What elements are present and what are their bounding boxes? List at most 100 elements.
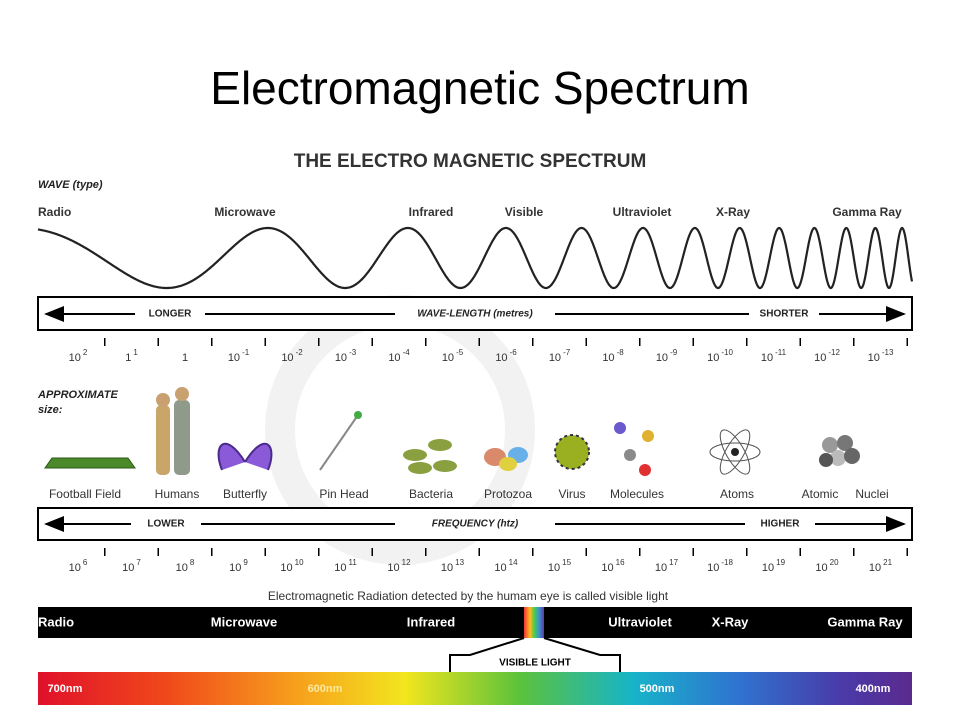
label-bg xyxy=(395,517,555,531)
size-item-label: Bacteria xyxy=(409,487,453,501)
color-band xyxy=(38,672,912,705)
wave-type-label: Microwave xyxy=(214,205,276,219)
visible-strip xyxy=(524,607,544,638)
bar-label: LONGER xyxy=(149,309,193,320)
tick-base: 10 xyxy=(869,562,881,574)
tick-exp: -18 xyxy=(721,558,733,567)
wave xyxy=(37,226,914,290)
tick-exp: 6 xyxy=(83,558,88,567)
tick-label: 10 -1 xyxy=(228,348,250,364)
tick-base: 10 xyxy=(442,352,454,364)
tick-base: 10 xyxy=(656,352,668,364)
nm-label: 400nm xyxy=(856,683,891,695)
tick-exp: -11 xyxy=(775,348,787,357)
tick-exp: -10 xyxy=(721,348,733,357)
tick-exp: 16 xyxy=(616,558,625,567)
tick-base: 10 xyxy=(707,562,719,574)
tick-exp: -2 xyxy=(296,348,304,357)
size-item-label: Atoms xyxy=(720,487,754,501)
tick-label: 10 -6 xyxy=(495,348,517,364)
tick-label: 10 12 xyxy=(387,558,411,574)
band-label: Microwave xyxy=(211,614,277,629)
tick-exp: 12 xyxy=(402,558,411,567)
tick-label: 10 16 xyxy=(601,558,625,574)
nm-label: 500nm xyxy=(640,683,675,695)
slide-title: Electromagnetic Spectrum xyxy=(210,62,749,114)
size-item-label: Humans xyxy=(155,487,200,501)
tick-base: 10 xyxy=(868,352,880,364)
bar-label: HIGHER xyxy=(761,519,801,530)
tick-base: 10 xyxy=(495,352,507,364)
tick-label: 10 19 xyxy=(762,558,786,574)
note: Electromagnetic Radiation detected by th… xyxy=(268,589,669,603)
size-item-label: Butterfly xyxy=(223,487,267,501)
tick-base: 10 xyxy=(335,352,347,364)
tick-label: 10 -5 xyxy=(442,348,464,364)
tick-label: 10 -4 xyxy=(388,348,410,364)
tick-base: 10 xyxy=(441,562,453,574)
tick-base: 10 xyxy=(69,562,81,574)
band-label: Infrared xyxy=(407,614,455,629)
tick-exp: 19 xyxy=(776,558,785,567)
wave-type-label: X-Ray xyxy=(716,205,750,219)
icons xyxy=(44,387,860,476)
tick-exp: -4 xyxy=(403,348,411,357)
wave-type-label: Ultraviolet xyxy=(613,205,672,219)
tick-exp: 13 xyxy=(455,558,464,567)
tick-label: 10 -9 xyxy=(656,348,678,364)
label-bg xyxy=(395,307,555,321)
wave-type-label: Infrared xyxy=(409,205,454,219)
wave-type-label: Visible xyxy=(505,205,544,219)
nm-label: 600nm xyxy=(308,683,343,695)
tick-label: 10 6 xyxy=(69,558,88,574)
tick-exp: -8 xyxy=(617,348,625,357)
tick-label: 10 7 xyxy=(122,558,141,574)
tick-label: 10 -10 xyxy=(707,348,733,364)
tick-exp: -1 xyxy=(242,348,250,357)
tick-base: 10 xyxy=(814,352,826,364)
tick-label: 10 21 xyxy=(869,558,893,574)
tick-label: 10 13 xyxy=(441,558,465,574)
tick-base: 10 xyxy=(815,562,827,574)
tick-base: 10 xyxy=(334,562,346,574)
tick-base: 1 xyxy=(125,352,131,364)
tick-exp: 21 xyxy=(883,558,892,567)
tick-base: 10 xyxy=(707,352,719,364)
band-label: Gamma Ray xyxy=(827,614,903,629)
bar-label: LOWER xyxy=(147,519,185,530)
tick-label: 10 -7 xyxy=(549,348,571,364)
tick-base: 10 xyxy=(655,562,667,574)
label-bg xyxy=(749,307,819,321)
tick-exp: 7 xyxy=(136,558,141,567)
tick-label: 10 -13 xyxy=(868,348,894,364)
tick-exp: -9 xyxy=(670,348,678,357)
tick-exp: -13 xyxy=(882,348,894,357)
size-label: APPROXIMATE xyxy=(37,389,119,401)
tick-exp: 8 xyxy=(190,558,195,567)
tick-base: 10 xyxy=(494,562,506,574)
tick-exp: -3 xyxy=(349,348,357,357)
size-item-label: Molecules xyxy=(610,487,664,501)
tick-base: 10 xyxy=(548,562,560,574)
tick-base: 10 xyxy=(228,352,240,364)
tick-base: 10 xyxy=(388,352,400,364)
tick-label: 10 8 xyxy=(176,558,195,574)
tick-base: 10 xyxy=(122,562,134,574)
size-item-label: Pin Head xyxy=(319,487,368,501)
tick-base: 10 xyxy=(761,352,773,364)
tick-base: 10 xyxy=(387,562,399,574)
tick-label: 10 14 xyxy=(494,558,518,574)
label-bg xyxy=(135,307,205,321)
tick-base: 10 xyxy=(549,352,561,364)
bar-label: FREQUENCY (htz) xyxy=(432,519,519,530)
tick-label: 10 -11 xyxy=(761,348,787,364)
tick-exp: 10 xyxy=(295,558,304,567)
size-item-label: Protozoa xyxy=(484,487,532,501)
bar-label: SHORTER xyxy=(760,309,810,320)
tick-label: 10 9 xyxy=(229,558,248,574)
label-bg xyxy=(745,517,815,531)
tick-label: 10 15 xyxy=(548,558,572,574)
